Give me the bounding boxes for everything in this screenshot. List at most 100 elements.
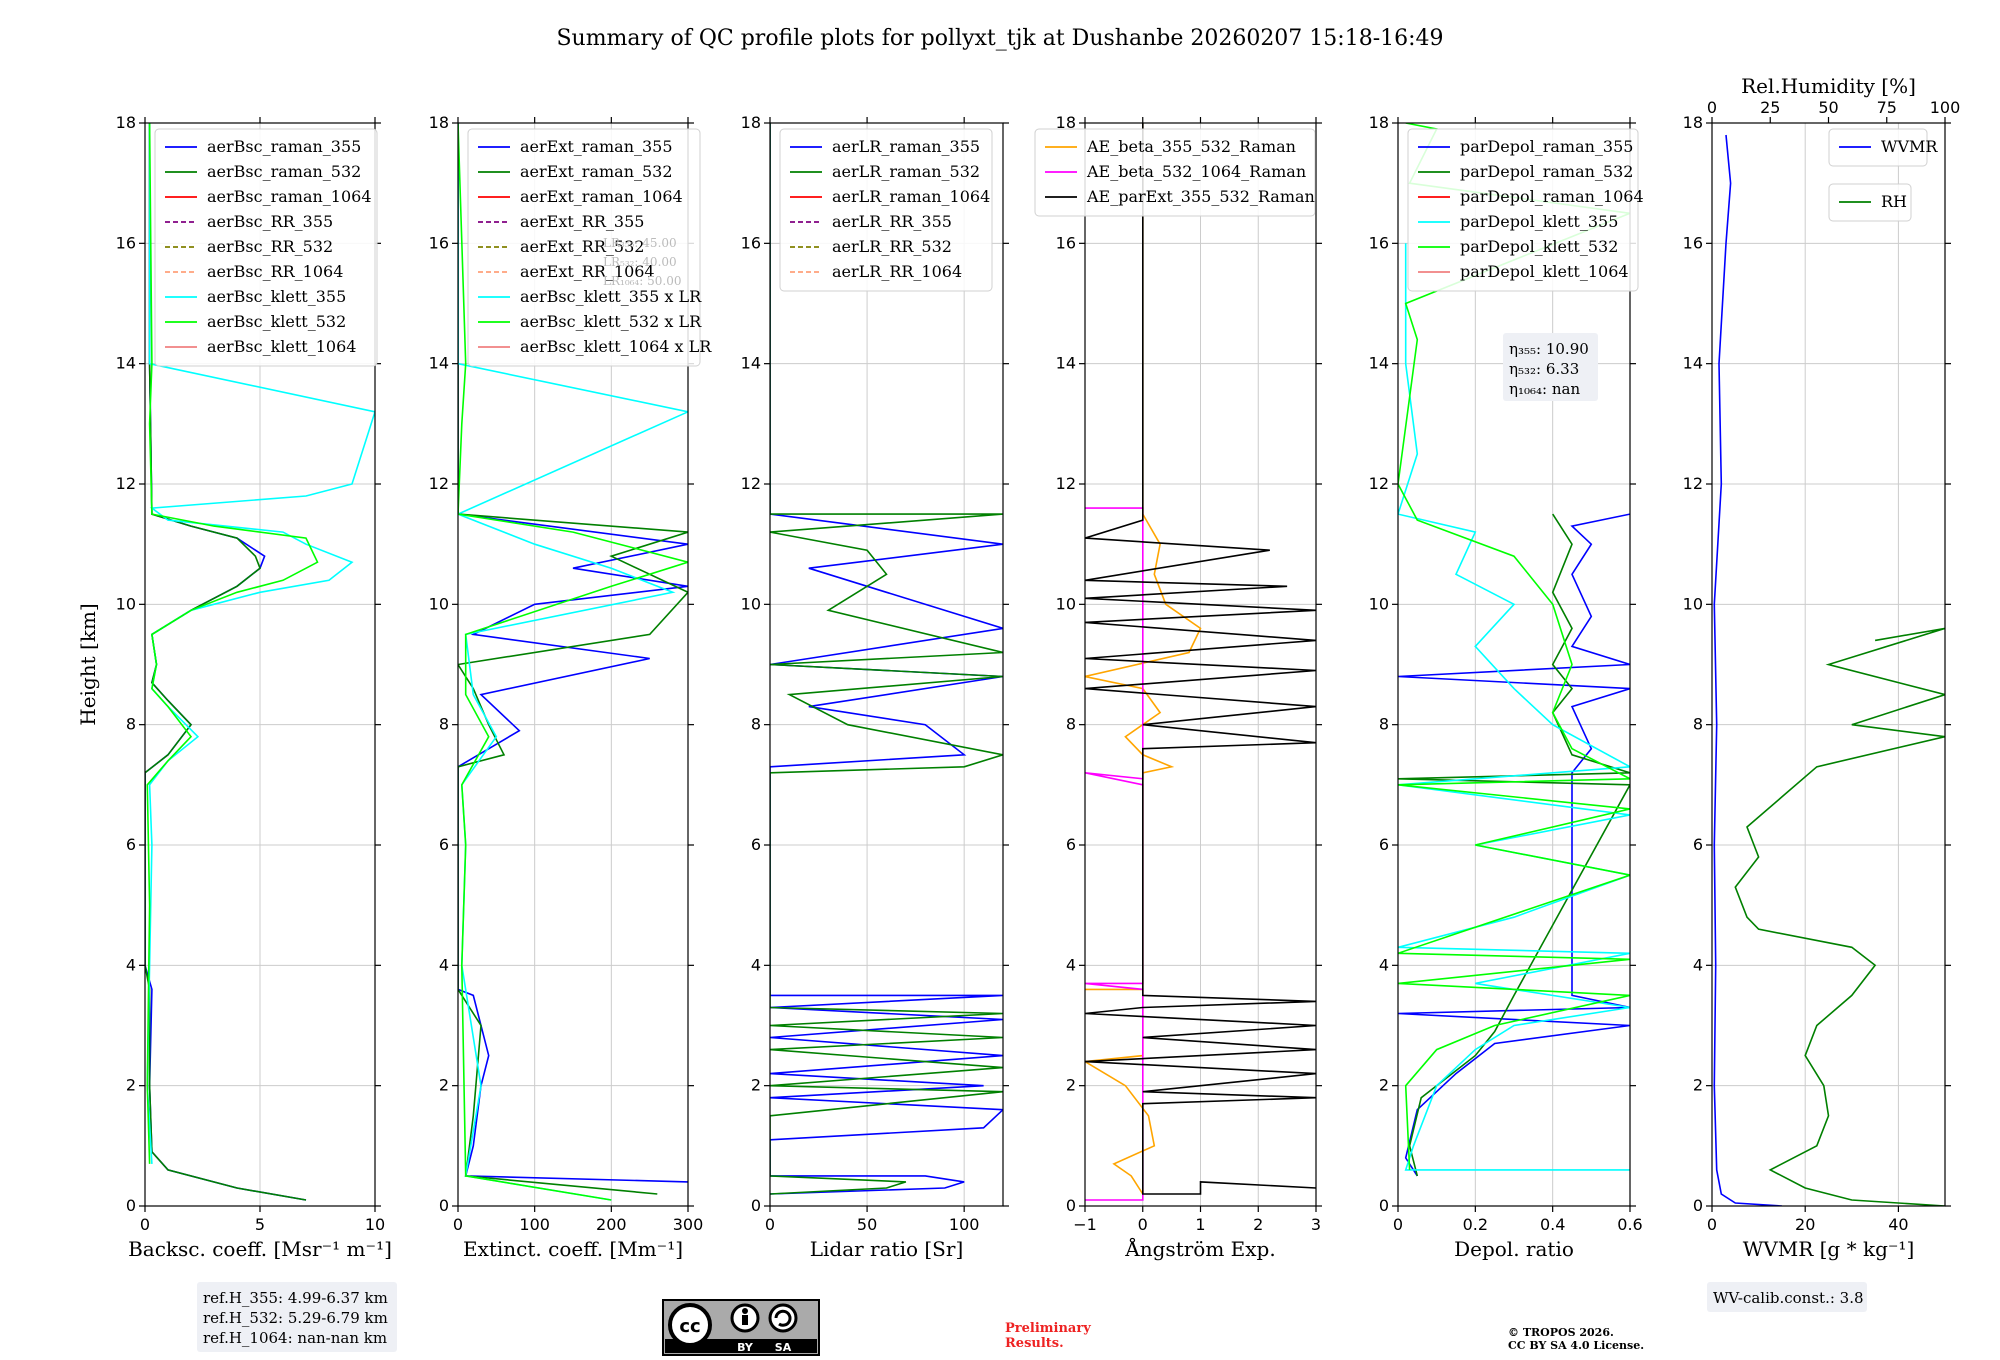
x-tick-label: 5: [255, 1215, 265, 1234]
cc-sa-label: SA: [775, 1341, 792, 1354]
axes-frame: [457, 122, 689, 1207]
y-tick-label: 10: [1369, 594, 1389, 613]
legend-entry-label: parDepol_raman_532: [1460, 162, 1633, 181]
axes-frame: [1397, 122, 1631, 1207]
by-icon-body: [742, 1315, 748, 1325]
legend-entry-label: aerBsc_RR_1064: [207, 262, 343, 281]
legend-entry-label: parDepol_klett_355: [1460, 212, 1618, 231]
y-tick-label: 4: [1066, 955, 1076, 974]
y-tick-label: 14: [116, 354, 136, 373]
copyright-line2: CC BY SA 4.0 License.: [1508, 1339, 1644, 1352]
lr-note: LR₅₃₂: 40.00: [603, 255, 677, 269]
x-tick-label: 20: [1795, 1215, 1815, 1234]
info-box: [197, 1282, 397, 1352]
legend-entry-label: aerLR_RR_355: [832, 212, 952, 231]
y-tick-label: 8: [1066, 715, 1076, 734]
cc-license-logo: cc BY SA: [662, 1299, 820, 1356]
x-tick-label: 0.2: [1463, 1215, 1488, 1234]
legend-entry-label: aerExt_RR_532: [520, 237, 644, 256]
series-line-pardepol-raman-355: [1398, 513, 1630, 1177]
legend-entry-label: parDepol_raman_355: [1460, 137, 1633, 156]
y-tick-label: 4: [1693, 955, 1703, 974]
legend-lr: aerLR_raman_355 aerLR_raman_532 aerLR_rama…: [779, 128, 993, 292]
legend-entry-label: aerBsc_raman_355: [207, 137, 361, 156]
info-text: ref.H_1064: nan-nan km: [203, 1329, 387, 1347]
legend-entry-label: RH: [1881, 192, 1907, 211]
info-box: [1707, 1282, 1867, 1312]
legend-frame: [1034, 128, 1316, 217]
legend-entry-label: AE_beta_532_1064_Raman: [1086, 162, 1306, 181]
y-tick-label: 10: [116, 594, 136, 613]
legend-ext: aerExt_raman_355 aerExt_raman_532 aerExt_r…: [467, 128, 712, 367]
y-tick-label: 18: [116, 113, 136, 132]
legend-frame: [154, 128, 378, 367]
legend-bsc: aerBsc_raman_355 aerBsc_raman_532 aerBsc_r…: [154, 128, 378, 367]
x-axis-label: Extinct. coeff. [Mm⁻¹]: [463, 1237, 683, 1261]
x-tick-label: 100: [519, 1215, 550, 1234]
y-tick-label: 6: [126, 835, 136, 854]
info-text: WV-calib.const.: 3.8: [1713, 1289, 1864, 1307]
x-tick-label: 1: [1195, 1215, 1205, 1234]
y-tick-label: 8: [1693, 715, 1703, 734]
x-tick-label: 0.6: [1617, 1215, 1642, 1234]
legend-entry-label: aerLR_raman_1064: [832, 187, 990, 206]
y-tick-label: 18: [1683, 113, 1703, 132]
y-tick-label: 2: [126, 1076, 136, 1095]
x-tick-label: 40: [1888, 1215, 1908, 1234]
x-tick-label: 100: [949, 1215, 980, 1234]
y-tick-label: 0: [439, 1196, 449, 1215]
y-tick-label: 4: [1379, 955, 1389, 974]
legend-wvmr: WVMR: [1828, 128, 1938, 167]
series-line-aerext-raman-532: [458, 123, 688, 1195]
y-tick-label: 18: [1056, 113, 1076, 132]
eta-value: η₅₃₂: 6.33: [1509, 360, 1579, 378]
legend-entry-label: aerLR_raman_355: [832, 137, 980, 156]
y-tick-label: 16: [429, 233, 449, 252]
x-tick-label: 2: [1253, 1215, 1263, 1234]
sa-icon-arc: [774, 1309, 792, 1327]
x-axis-label: Backsc. coeff. [Msr⁻¹ m⁻¹]: [128, 1237, 392, 1261]
legend-entry-label: aerExt_RR_1064: [520, 262, 655, 281]
x-tick-label: 50: [857, 1215, 877, 1234]
legend-entry-label: aerExt_RR_355: [520, 212, 644, 231]
series-line-aerbsc-raman-532: [145, 123, 307, 1201]
legend-depol: parDepol_raman_355 parDepol_raman_532 parD…: [1407, 128, 1644, 292]
cc-icon: [668, 1303, 712, 1347]
y-tick-label: 18: [1369, 113, 1389, 132]
x-tick-label: 3: [1311, 1215, 1321, 1234]
top-x-tick-label: 25: [1760, 98, 1780, 117]
top-x-tick-label: 50: [1818, 98, 1838, 117]
series-line-ae-beta-355-532-raman: [1085, 123, 1202, 1195]
cc-by-label: BY: [737, 1341, 754, 1354]
legend-entry-label: aerExt_raman_355: [520, 137, 673, 156]
y-tick-label: 2: [1379, 1076, 1389, 1095]
panel-depol: 0 2 4 6 8 10 12 14 16 18 0 0.2 0.4 0.6 Depol. ratio par…: [1369, 113, 1644, 1261]
y-tick-label: 16: [116, 233, 136, 252]
x-tick-label: 0: [1138, 1215, 1148, 1234]
legend-entry-label: aerLR_RR_532: [832, 237, 952, 256]
y-tick-label: 12: [741, 474, 761, 493]
legend-entry-label: AE_beta_355_532_Raman: [1086, 137, 1296, 156]
info-text: ref.H_532: 5.29-6.79 km: [203, 1309, 388, 1327]
legend-entry-label: aerBsc_klett_355 x LR: [520, 287, 702, 306]
legend-entry-label: aerBsc_RR_532: [207, 237, 333, 256]
y-tick-label: 16: [1056, 233, 1076, 252]
top-axis-label: Rel.Humidity [%]: [1741, 74, 1916, 98]
y-tick-label: 18: [429, 113, 449, 132]
y-tick-label: 14: [741, 354, 761, 373]
y-tick-label: 6: [1379, 835, 1389, 854]
y-tick-label: 8: [751, 715, 761, 734]
series-line-pardepol-raman-532: [1398, 513, 1630, 1177]
x-tick-label: 0: [1707, 1215, 1717, 1234]
y-tick-label: 2: [439, 1076, 449, 1095]
top-x-tick-label: 0: [1707, 98, 1717, 117]
legend-entry-label: aerLR_RR_1064: [832, 262, 962, 281]
figure-title: Summary of QC profile plots for pollyxt_…: [556, 26, 1443, 51]
x-tick-label: 300: [673, 1215, 704, 1234]
series-line-wvmr: [1713, 134, 1782, 1206]
legend-entry-label: aerBsc_raman_1064: [207, 187, 372, 206]
y-tick-label: 12: [1056, 474, 1076, 493]
